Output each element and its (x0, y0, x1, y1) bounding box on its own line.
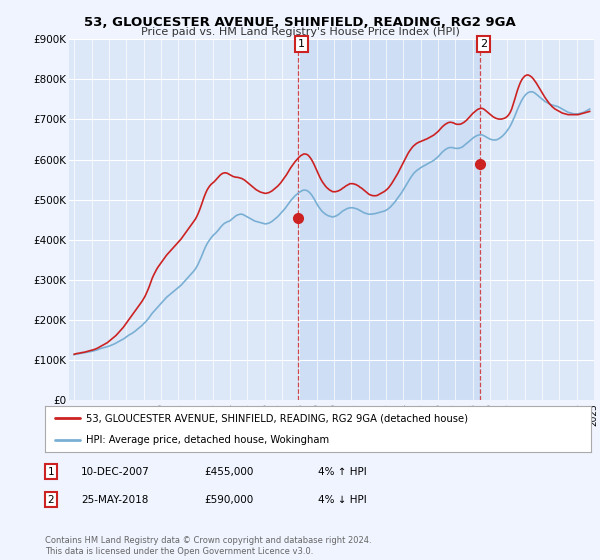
Text: 2: 2 (47, 494, 55, 505)
Text: 4% ↑ HPI: 4% ↑ HPI (318, 466, 367, 477)
Text: 10-DEC-2007: 10-DEC-2007 (81, 466, 150, 477)
Text: Contains HM Land Registry data © Crown copyright and database right 2024.
This d: Contains HM Land Registry data © Crown c… (45, 536, 371, 556)
Text: 25-MAY-2018: 25-MAY-2018 (81, 494, 148, 505)
Text: 1: 1 (298, 39, 305, 49)
Bar (298, 39, 479, 400)
Text: 4% ↓ HPI: 4% ↓ HPI (318, 494, 367, 505)
Text: Price paid vs. HM Land Registry's House Price Index (HPI): Price paid vs. HM Land Registry's House … (140, 27, 460, 37)
Text: 2: 2 (479, 39, 487, 49)
Text: £590,000: £590,000 (204, 494, 253, 505)
Text: 53, GLOUCESTER AVENUE, SHINFIELD, READING, RG2 9GA (detached house): 53, GLOUCESTER AVENUE, SHINFIELD, READIN… (86, 413, 468, 423)
Text: £455,000: £455,000 (204, 466, 253, 477)
Text: 1: 1 (47, 466, 55, 477)
Text: HPI: Average price, detached house, Wokingham: HPI: Average price, detached house, Woki… (86, 435, 329, 445)
Text: 53, GLOUCESTER AVENUE, SHINFIELD, READING, RG2 9GA: 53, GLOUCESTER AVENUE, SHINFIELD, READIN… (84, 16, 516, 29)
